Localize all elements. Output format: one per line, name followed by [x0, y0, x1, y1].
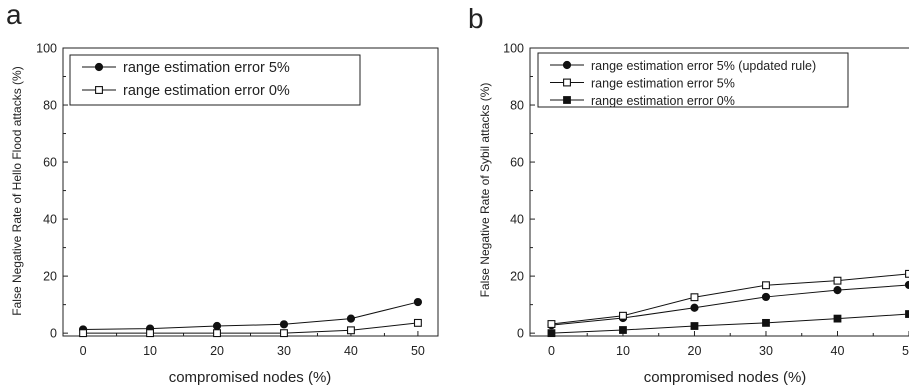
series-line — [551, 284, 909, 326]
y-tick-label: 100 — [36, 42, 57, 56]
panel-b-xlabel: compromised nodes (%) — [644, 369, 807, 386]
data-point — [690, 303, 699, 312]
data-point — [833, 314, 842, 323]
data-point — [212, 321, 222, 331]
x-tick-label: 20 — [210, 344, 224, 358]
data-point — [413, 318, 422, 327]
panel-b: b compromised nodes (%) False Negative R… — [468, 3, 909, 386]
data-point — [413, 297, 423, 307]
data-point — [904, 280, 909, 290]
series-0 — [547, 280, 909, 330]
x-tick-label: 20 — [688, 344, 702, 358]
data-point — [619, 326, 627, 334]
series-1 — [547, 269, 909, 328]
legend-marker — [95, 86, 103, 94]
y-tick-label: 100 — [503, 42, 524, 56]
y-tick-label: 0 — [517, 327, 524, 341]
legend-marker — [94, 62, 104, 72]
data-point — [619, 311, 627, 320]
panel-a-letter: a — [6, 0, 22, 30]
y-tick-label: 40 — [510, 213, 524, 227]
x-tick-label: 0 — [548, 344, 555, 358]
y-tick-label: 20 — [43, 270, 57, 284]
x-tick-label: 10 — [143, 344, 157, 358]
y-tick-label: 60 — [43, 156, 57, 170]
legend-label: range estimation error 0% — [591, 94, 735, 108]
y-tick-label: 40 — [43, 213, 57, 227]
data-point — [761, 292, 771, 302]
data-point — [279, 320, 289, 329]
data-point — [79, 329, 88, 338]
panel-a-ylabel: False Negative Rate of Hello Flood attac… — [10, 66, 24, 315]
data-point — [833, 285, 842, 295]
data-point — [547, 320, 556, 328]
legend-label: range estimation error 0% — [123, 83, 290, 99]
y-tick-label: 80 — [510, 99, 524, 113]
data-point — [346, 314, 356, 323]
y-tick-label: 0 — [50, 327, 57, 341]
panel-b-letter: b — [468, 3, 484, 34]
legend-marker — [562, 60, 572, 70]
data-point — [905, 269, 909, 278]
legend-label: range estimation error 5% (updated rule) — [591, 59, 816, 73]
legend-label: range estimation error 5% — [123, 60, 290, 76]
y-tick-label: 60 — [510, 156, 524, 170]
y-tick-label: 80 — [43, 99, 57, 113]
legend-label: range estimation error 5% — [591, 77, 735, 91]
data-point — [346, 326, 355, 335]
x-tick-label: 40 — [831, 344, 845, 358]
series-line — [83, 301, 419, 330]
data-point — [690, 322, 699, 330]
x-tick-label: 50 — [902, 344, 909, 358]
data-point — [762, 318, 770, 327]
panel-a: a compromised nodes (%) False Negative R… — [6, 0, 439, 386]
panel-b-ylabel: False Negative Rate of Sybil attacks (%) — [478, 83, 492, 298]
series-2 — [547, 310, 909, 338]
data-point — [280, 329, 288, 338]
legend-marker — [563, 96, 571, 104]
x-tick-label: 30 — [759, 344, 773, 358]
legend: range estimation error 5% range estimatio… — [69, 54, 361, 106]
legend-box — [69, 54, 361, 106]
data-point — [213, 329, 221, 338]
y-tick-label: 20 — [510, 270, 524, 284]
data-point — [833, 276, 842, 285]
x-tick-label: 0 — [80, 344, 87, 358]
legend-marker — [563, 78, 571, 87]
panel-a-xlabel: compromised nodes (%) — [169, 369, 332, 386]
data-point — [762, 281, 770, 290]
series-1 — [79, 318, 422, 338]
x-tick-label: 10 — [616, 344, 630, 358]
series-line — [551, 273, 909, 325]
series-line — [551, 313, 909, 334]
x-tick-label: 50 — [411, 344, 425, 358]
x-tick-label: 40 — [344, 344, 358, 358]
x-tick-label: 30 — [277, 344, 291, 358]
plot-frame — [529, 47, 909, 337]
data-point — [690, 293, 699, 302]
legend-box — [537, 52, 849, 108]
data-point — [547, 329, 556, 338]
legend: range estimation error 5% (updated rule)… — [537, 52, 849, 108]
data-point — [905, 310, 909, 318]
data-point — [146, 329, 155, 338]
series-line — [83, 322, 418, 334]
